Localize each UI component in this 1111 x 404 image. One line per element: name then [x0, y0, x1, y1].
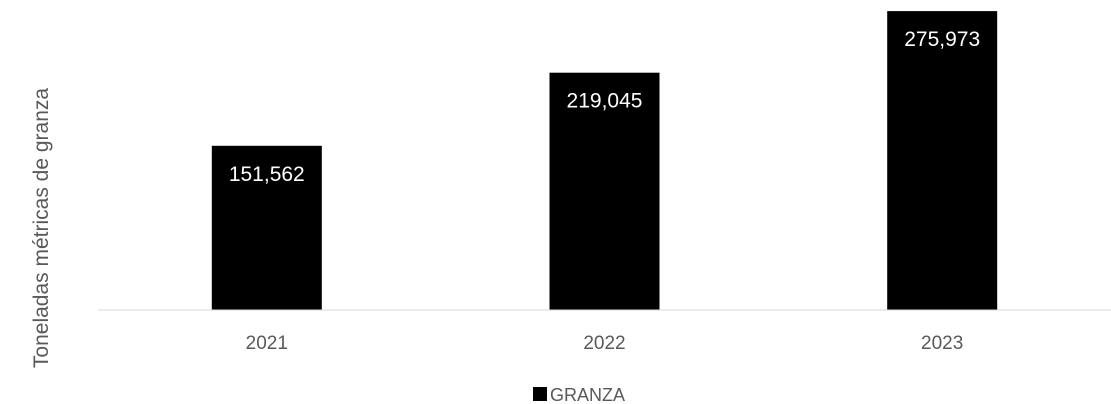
x-tick-label-2021: 2021 [246, 333, 288, 354]
data-label-2021: 151,562 [229, 163, 305, 186]
x-tick-label-2023: 2023 [921, 333, 963, 354]
bar-2023 [887, 11, 998, 310]
data-label-2022: 219,045 [567, 90, 643, 113]
bar-2022 [549, 72, 660, 310]
x-tick-labels: 2021 2022 2023 [246, 333, 964, 354]
legend: GRANZA [533, 385, 625, 404]
y-axis-title: Toneladas métricas de granza [30, 88, 53, 368]
bar-2021 [211, 145, 322, 310]
data-label-2023: 275,973 [904, 28, 980, 51]
x-tick-label-2022: 2022 [583, 333, 625, 354]
bars-layer [211, 11, 998, 310]
legend-swatch [533, 387, 547, 401]
data-labels: 151,562 219,045 275,973 [229, 28, 980, 186]
legend-label: GRANZA [550, 385, 625, 404]
